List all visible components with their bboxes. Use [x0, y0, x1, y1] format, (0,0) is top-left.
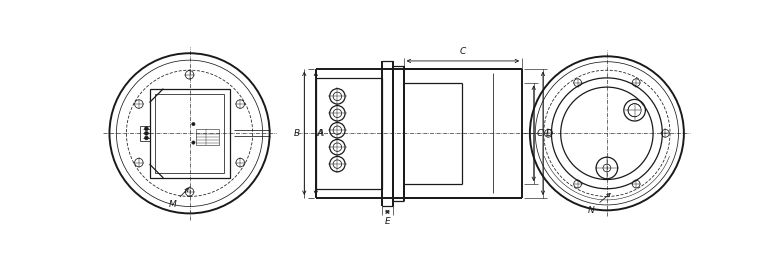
Bar — [155, 94, 224, 173]
Text: N: N — [588, 206, 595, 215]
Bar — [196, 129, 219, 145]
Text: E: E — [385, 217, 390, 226]
Circle shape — [192, 141, 195, 144]
Text: A: A — [317, 129, 324, 138]
Bar — [149, 89, 230, 178]
Circle shape — [192, 122, 195, 126]
Circle shape — [145, 131, 149, 135]
Circle shape — [145, 136, 149, 140]
Bar — [316, 78, 382, 189]
Text: M: M — [169, 200, 176, 209]
Text: C: C — [537, 129, 543, 138]
Text: A: A — [317, 129, 323, 138]
Text: C: C — [460, 46, 466, 55]
Text: D: D — [546, 129, 553, 138]
Circle shape — [145, 127, 149, 131]
Text: B: B — [293, 129, 300, 138]
